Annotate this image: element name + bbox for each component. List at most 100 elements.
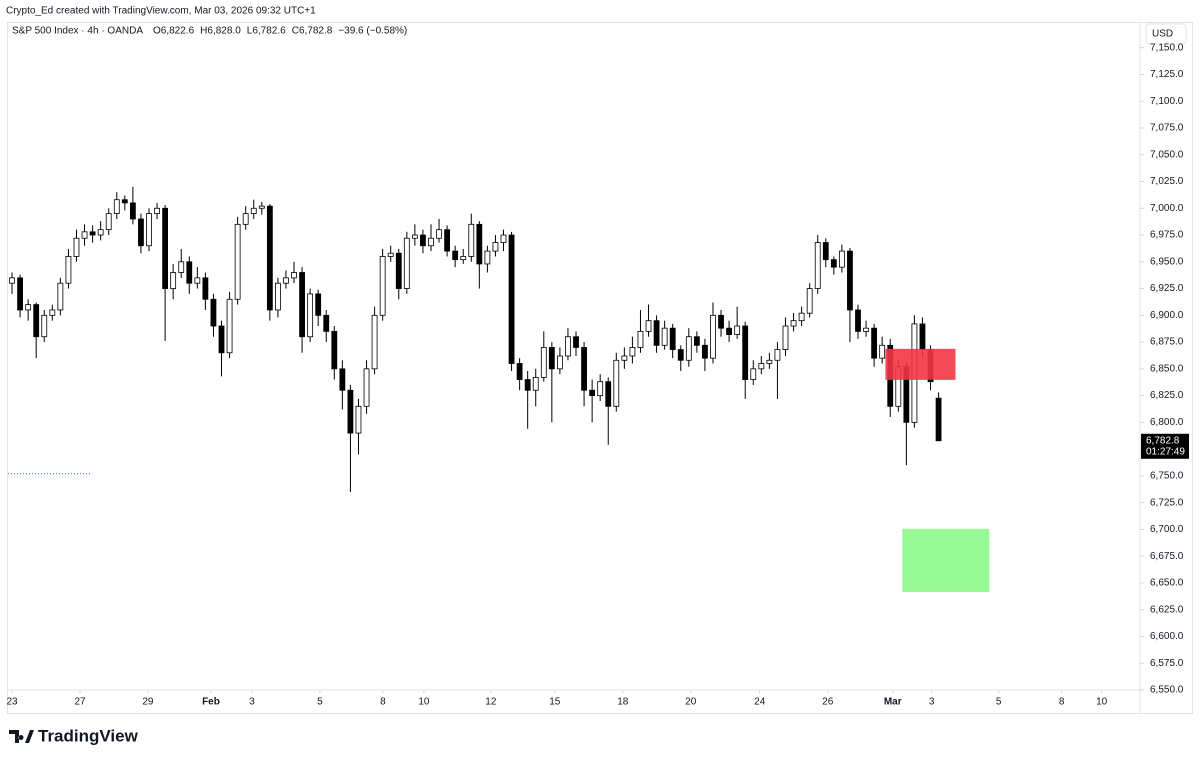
x-tick-label: 18 — [617, 697, 629, 708]
candle-body — [258, 205, 265, 209]
x-tick-label: 27 — [74, 697, 86, 708]
candle-body — [444, 229, 451, 252]
candle-body — [693, 336, 700, 346]
candle-body — [879, 344, 886, 359]
candle-body — [452, 250, 459, 261]
price-zone — [885, 348, 956, 380]
candle-body — [653, 320, 660, 346]
candle-body — [81, 231, 88, 239]
candle-body — [436, 229, 442, 239]
attribution: Crypto_Ed created with TradingView.com, … — [6, 6, 316, 17]
candle-body — [242, 213, 249, 225]
y-tick-label: 7,075.0 — [1150, 123, 1184, 134]
candle-body — [806, 288, 813, 314]
candle-body — [750, 368, 757, 380]
candle-body — [589, 389, 596, 397]
legend-change: −39.6 (−0.58%) — [338, 26, 407, 37]
y-tick-label: 6,600.0 — [1150, 631, 1184, 642]
candle-body — [355, 405, 362, 434]
candle-body — [266, 205, 273, 311]
candle-body — [540, 347, 547, 378]
candle-body — [339, 368, 346, 391]
y-tick-label: 7,025.0 — [1150, 176, 1184, 187]
candle-body — [702, 344, 708, 359]
candle-body — [597, 381, 604, 397]
x-tick-label: 5 — [996, 697, 1002, 708]
legend-key: O — [153, 26, 161, 37]
candle-body — [129, 202, 136, 220]
candle-body — [49, 309, 56, 316]
candle-body — [710, 314, 716, 359]
y-tick-label: 6,550.0 — [1150, 685, 1184, 696]
candle-body — [605, 381, 612, 407]
x-tick-label: 5 — [317, 697, 323, 708]
legend-value: 6,822.6 — [161, 26, 195, 37]
candle-body — [9, 277, 15, 284]
candle-body — [468, 223, 475, 257]
x-tick-label: 15 — [549, 697, 561, 708]
legend-key: C — [292, 26, 299, 37]
candle-body — [500, 234, 507, 243]
candle-body — [73, 237, 80, 257]
candle-body — [814, 242, 821, 289]
candle-body — [154, 207, 160, 215]
candle-body — [661, 327, 668, 346]
legend-key: H — [200, 26, 207, 37]
x-tick-label: 24 — [754, 697, 766, 708]
candle-body — [734, 325, 741, 335]
y-tick-label: 6,700.0 — [1150, 524, 1184, 535]
y-tick-label: 6,825.0 — [1150, 390, 1184, 401]
candle-body — [822, 242, 829, 261]
candle-body — [524, 379, 531, 391]
candle-body — [234, 223, 241, 300]
y-tick-label: 6,875.0 — [1150, 337, 1184, 348]
y-tick-label: 6,575.0 — [1150, 658, 1184, 669]
candle-body — [798, 312, 805, 322]
y-tick-label: 6,900.0 — [1150, 310, 1184, 321]
candle-body — [718, 314, 724, 329]
y-tick-label: 6,650.0 — [1150, 578, 1184, 589]
candle-body — [202, 277, 209, 300]
candle-body — [41, 314, 48, 338]
candle-body — [395, 252, 402, 289]
candle-body — [89, 231, 96, 236]
candle-body — [403, 237, 410, 289]
candle-body — [766, 359, 773, 364]
x-tick-label: 20 — [685, 697, 697, 708]
candle-body — [508, 234, 515, 364]
y-tick-label: 6,975.0 — [1150, 230, 1184, 241]
y-tick-label: 6,725.0 — [1150, 497, 1184, 508]
candle-body — [484, 250, 491, 265]
candle-body — [645, 320, 652, 332]
candle-body — [138, 218, 144, 247]
candle-body — [113, 199, 120, 215]
candle-body — [669, 327, 676, 350]
x-tick-label: 8 — [380, 697, 386, 708]
candle-body — [613, 359, 620, 407]
candle-body — [371, 314, 378, 370]
candle-body — [65, 256, 72, 284]
legend-title: S&P 500 Index · 4h · OANDA — [12, 26, 143, 37]
legend-value: 6,782.8 — [299, 26, 333, 37]
candle-body — [291, 272, 297, 279]
candle-body — [677, 349, 684, 361]
x-tick-label: 3 — [929, 697, 935, 708]
y-tick-label: 6,925.0 — [1150, 283, 1184, 294]
x-tick-label: 10 — [1096, 697, 1108, 708]
candle-body — [629, 347, 636, 357]
brand: TradingView — [38, 726, 139, 745]
candle-body — [548, 347, 555, 370]
candle-body — [863, 327, 869, 332]
legend-value: 6,782.6 — [252, 26, 286, 37]
x-tick-label: 12 — [485, 697, 497, 708]
candle-body — [250, 207, 257, 215]
y-tick-label: 6,800.0 — [1150, 417, 1184, 428]
candle-body — [758, 363, 765, 370]
y-tick-label: 7,150.0 — [1150, 42, 1184, 53]
candle-body — [283, 277, 289, 284]
y-tick-label: 6,625.0 — [1150, 604, 1184, 615]
candle-body — [847, 250, 853, 311]
candle-body — [428, 237, 434, 247]
currency-box[interactable] — [1145, 23, 1187, 45]
